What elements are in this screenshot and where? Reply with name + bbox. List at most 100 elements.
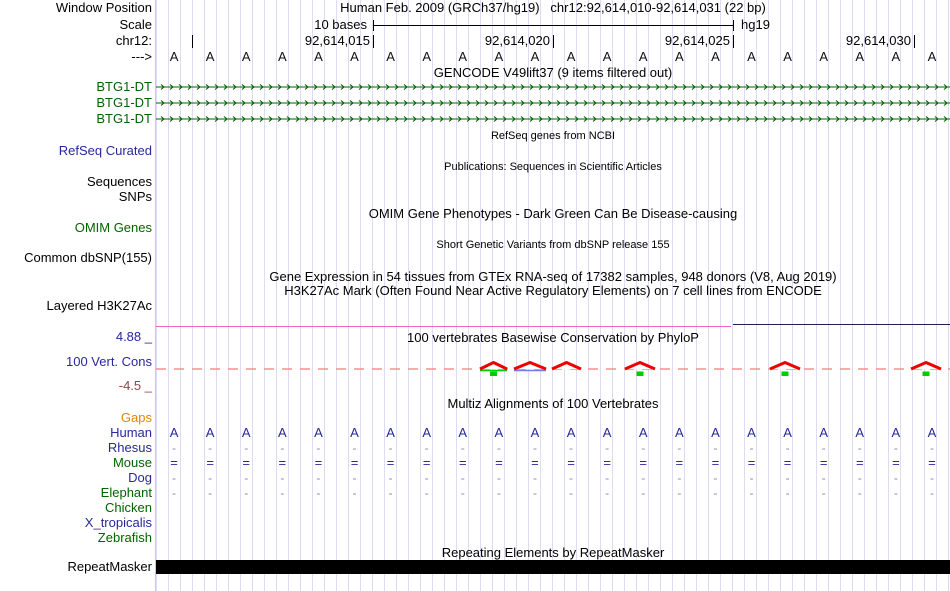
species-label-human[interactable]: Human [110,425,152,440]
alignment-char: = [567,455,575,470]
alignment-char: - [280,441,285,455]
scale-bar-left-tick [373,20,374,31]
window-position-label: Window Position [55,0,152,15]
dbsnp-track-title[interactable]: Short Genetic Variants from dbSNP releas… [436,239,670,251]
ruler-tick-label: 92,614,025 [664,33,730,48]
base-letter: A [241,49,251,64]
ruler-tick [914,35,915,48]
alignment-char: - [424,486,429,500]
alignment-char: = [531,455,539,470]
alignment-row-rhesus[interactable]: ---------------------- [156,441,950,455]
alignment-char: - [208,441,213,455]
species-label-dog[interactable]: Dog [128,470,152,485]
alignment-char: - [893,471,898,485]
species-label-x-tropicalis[interactable]: X_tropicalis [84,515,152,530]
base-letter: A [783,49,792,64]
base-letter: A [711,49,720,64]
alignment-char: - [172,471,177,485]
alignment-char: A [350,425,359,440]
alignment-char: - [929,441,934,455]
omim-genes-label[interactable]: OMIM Genes [74,220,152,235]
base-letter: A [458,49,468,64]
alignment-char: - [388,471,393,485]
alignment-char: = [855,455,864,470]
species-label-rhesus[interactable]: Rhesus [107,440,152,455]
gene-transcript-arrows[interactable] [156,80,950,126]
alignment-char: - [641,486,646,500]
base-letter: A [169,49,179,64]
alignment-row-mouse[interactable]: = = = = = = = = = = = = = = = = = = = = = = [156,456,950,470]
multiz-track-title[interactable]: Multiz Alignments of 100 Vertebrates [447,396,659,411]
gencode-track-title[interactable]: GENCODE V49lift37 (9 items filtered out) [433,65,673,80]
alignment-char: - [424,471,429,485]
alignment-char: - [749,486,754,500]
alignment-char: = [422,455,431,470]
gene-label-btg1-dt-1[interactable]: BTG1-DT [96,79,152,94]
repeatmasker-element-bar[interactable] [156,560,950,574]
alignment-char: = [495,455,503,470]
gene-label-btg1-dt-2[interactable]: BTG1-DT [96,95,152,110]
alignment-char: = [783,455,792,470]
species-label-elephant[interactable]: Elephant [100,485,152,500]
layered-h3k27ac-label[interactable]: Layered H3K27Ac [46,298,152,313]
sequence-direction-label[interactable]: ---> [131,49,152,64]
alignment-char: - [929,471,934,485]
alignment-char: - [929,486,934,500]
chrom-label: chr12: [115,33,152,48]
alignment-char: = [170,455,178,470]
gene-label-btg1-dt-3[interactable]: BTG1-DT [96,111,152,126]
alignment-row-dog[interactable]: ---------------------- [156,471,950,485]
vert-cons-label[interactable]: 100 Vert. Cons [66,354,152,369]
base-letter: A [638,49,648,64]
publications-track-title[interactable]: Publications: Sequences in Scientific Ar… [444,161,662,173]
alignment-char: - [785,471,790,485]
alignment-char: A [494,425,504,440]
gaps-label[interactable]: Gaps [120,410,152,425]
alignment-char: - [532,471,537,485]
alignment-char: = [928,455,936,470]
ruler-tick [192,35,193,48]
omim-track-title[interactable]: OMIM Gene Phenotypes - Dark Green Can Be… [368,206,738,221]
alignment-char: - [857,471,862,485]
common-dbsnp-label[interactable]: Common dbSNP(155) [24,250,152,265]
alignment-row-elephant[interactable]: ---------------------- [156,486,950,500]
refseq-track-title[interactable]: RefSeq genes from NCBI [490,130,616,142]
alignment-char: A [891,425,901,440]
gtex-track-title[interactable]: Gene Expression in 54 tissues from GTEx … [269,269,837,284]
alignment-char: A [638,425,648,440]
alignment-char: - [388,486,393,500]
refseq-curated-label[interactable]: RefSeq Curated [58,143,152,158]
base-letter: A [422,49,432,64]
species-label-zebrafish[interactable]: Zebrafish [97,530,152,545]
alignment-char: - [532,486,537,500]
alignment-char: = [639,455,648,470]
species-label-mouse[interactable]: Mouse [112,455,152,470]
label-track-boundary-line [155,0,156,591]
alignment-char: - [352,471,357,485]
sequences-label[interactable]: Sequences [86,174,152,189]
alignment-char: A [927,425,937,440]
phylop-track-title[interactable]: 100 vertebrates Basewise Conservation by… [407,330,699,345]
repeatmasker-label[interactable]: RepeatMasker [67,559,152,574]
conservation-wiggle-track[interactable] [156,353,950,393]
alignment-char: - [532,441,537,455]
alignment-char: - [713,486,718,500]
alignment-char: - [208,471,213,485]
alignment-char: = [386,455,395,470]
alignment-char: - [785,486,790,500]
alignment-char: A [566,425,576,440]
alignment-char: - [605,471,610,485]
alignment-char: - [857,441,862,455]
snps-label[interactable]: SNPs [118,189,152,204]
base-letter: A [747,49,756,64]
h3k27ac-track-title[interactable]: H3K27Ac Mark (Often Found Near Active Re… [284,283,822,298]
species-label-chicken[interactable]: Chicken [105,500,152,515]
ruler-tick-label: 92,614,020 [484,33,550,48]
repeatmasker-track-title[interactable]: Repeating Elements by RepeatMasker [441,545,665,560]
base-letter: A [386,49,395,64]
alignment-char: A [205,425,215,440]
base-letter: A [494,49,504,64]
